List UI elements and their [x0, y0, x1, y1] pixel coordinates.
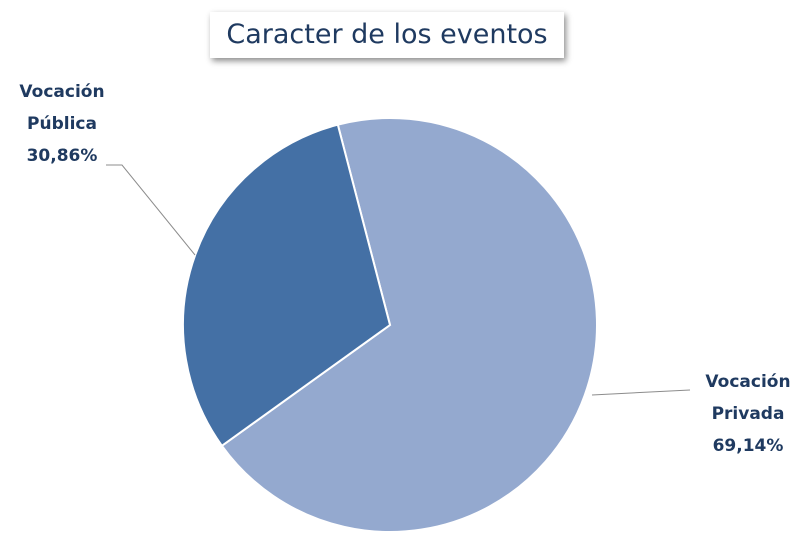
pie-slice: [220, 117, 598, 533]
category-label: Vocación Privada: [705, 372, 791, 424]
slice-label: Vocación Pública 30,86%: [2, 76, 122, 172]
value-label: 69,14%: [712, 436, 784, 456]
chart-title: Caracter de los eventos: [210, 12, 564, 58]
value-label: 30,86%: [26, 146, 98, 166]
leader-line: [106, 164, 196, 256]
category-label: Vocación Pública: [19, 82, 105, 134]
slice-label: Vocación Privada 69,14%: [688, 366, 801, 462]
leader-line: [591, 389, 691, 396]
